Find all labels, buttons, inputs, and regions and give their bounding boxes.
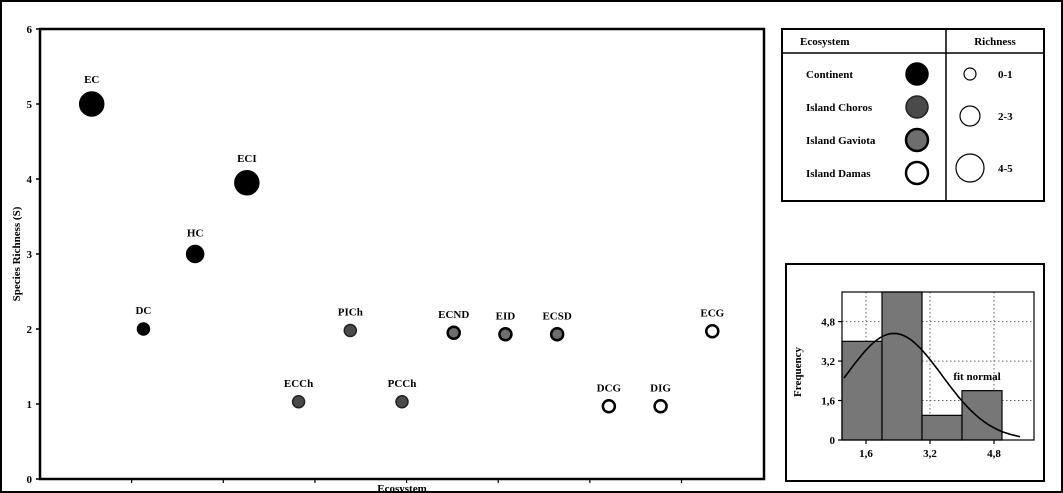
point-ecch — [293, 396, 305, 408]
inset-annotation: fit normal — [953, 371, 1000, 383]
point-dc — [137, 323, 149, 335]
legend: Ecosystem Richness Continent Island Choro… — [782, 29, 1044, 201]
point-label-hc: HC — [187, 228, 204, 240]
point-pich — [344, 325, 356, 337]
inset-y-tick-label: 0 — [830, 435, 836, 447]
point-dcg — [603, 400, 615, 412]
inset-bar — [882, 292, 922, 440]
legend-richness-label: 4-5 — [998, 163, 1013, 175]
point-label-pcch: PCCh — [388, 378, 417, 390]
point-ecsd — [551, 328, 563, 340]
inset-bar — [922, 415, 962, 440]
inset-bar — [842, 341, 882, 440]
point-label-eid: EID — [496, 310, 516, 322]
main-y-tick-label: 6 — [27, 24, 33, 36]
main-y-tick-label: 2 — [27, 324, 33, 336]
inset-y-axis-title: Frequency — [792, 347, 804, 397]
point-label-pich: PICh — [338, 307, 363, 319]
legend-richness-symbol — [956, 154, 984, 182]
inset-x-tick-label: 1,6 — [859, 448, 873, 460]
legend-richness-label: 2-3 — [998, 111, 1013, 123]
inset-histogram: 0 1,6 3,2 4,8 1,6 3,2 4,8 Frequency fit normal — [786, 264, 1044, 481]
inset-bar — [962, 391, 1002, 440]
legend-richness-symbol — [964, 68, 976, 80]
point-ecg — [706, 325, 718, 337]
legend-ecosystem-symbol — [906, 63, 928, 85]
legend-ecosystem-label: Island Damas — [806, 168, 871, 180]
main-y-tick-label: 4 — [27, 174, 33, 186]
legend-richness-symbol — [960, 106, 980, 126]
inset-x-tick-label: 4,8 — [987, 448, 1001, 460]
inset-y-tick-label: 1,6 — [821, 396, 835, 408]
legend-ecosystem-label: Island Choros — [806, 102, 873, 114]
point-label-eci: ECI — [237, 153, 257, 165]
point-eid — [499, 328, 511, 340]
point-label-ecnd: ECND — [438, 309, 469, 321]
main-y-tick-label: 5 — [27, 99, 33, 111]
point-dig — [655, 400, 667, 412]
point-pcch — [396, 396, 408, 408]
main-scatter-chart: 0 1 2 3 4 5 6 Ecosystem Species Richness (S) E… — [11, 24, 764, 493]
point-hc — [187, 246, 204, 263]
point-ecnd — [448, 327, 460, 339]
point-label-dig: DIG — [650, 382, 671, 394]
main-y-tick-label: 0 — [27, 474, 33, 486]
main-y-axis: 0 1 2 3 4 5 6 — [27, 24, 41, 486]
legend-ecosystem-header: Ecosystem — [800, 36, 850, 48]
main-y-axis-title: Species Richness (S) — [11, 206, 23, 301]
legend-ecosystem-label: Continent — [806, 69, 853, 81]
point-label-ec: EC — [84, 74, 99, 86]
point-label-ecg: ECG — [700, 307, 724, 319]
legend-ecosystem-label: Island Gaviota — [806, 135, 876, 147]
inset-y-tick-label: 3,2 — [821, 356, 835, 368]
main-plot-area — [40, 29, 764, 479]
main-x-axis-title: Ecosystem — [377, 483, 427, 493]
point-label-dcg: DCG — [597, 382, 622, 394]
main-y-tick-label: 1 — [27, 399, 33, 411]
legend-ecosystem-symbol — [906, 162, 928, 184]
legend-ecosystem-symbol — [906, 96, 928, 118]
point-label-ecsd: ECSD — [542, 310, 571, 322]
point-ec — [80, 92, 104, 116]
point-eci — [235, 171, 259, 195]
main-y-tick-label: 3 — [27, 249, 33, 261]
inset-x-tick-label: 3,2 — [923, 448, 937, 460]
point-label-ecch: ECCh — [284, 378, 313, 390]
point-label-dc: DC — [135, 305, 151, 317]
legend-richness-header: Richness — [974, 36, 1016, 48]
legend-richness-label: 0-1 — [998, 69, 1013, 81]
legend-ecosystem-symbol — [906, 129, 928, 151]
inset-y-tick-label: 4,8 — [821, 317, 835, 329]
